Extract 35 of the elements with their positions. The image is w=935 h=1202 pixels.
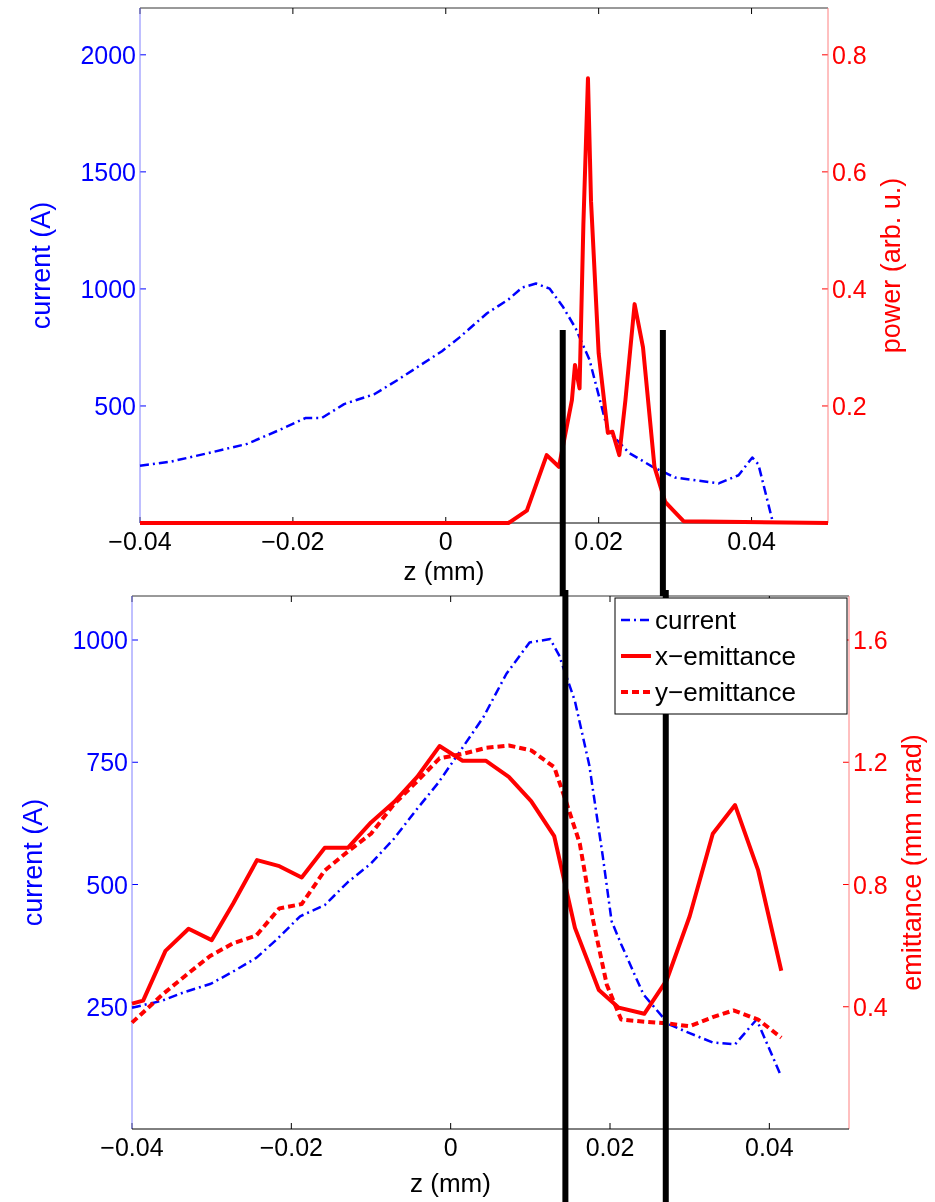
y-tick-label: 1000 (80, 274, 136, 303)
y2-axis-title: emittance (mm mrad) (897, 734, 927, 991)
y2-tick-label: 0.8 (832, 40, 867, 69)
x-tick-label: 0.04 (745, 1133, 794, 1161)
x-tick-label: 0.02 (585, 1133, 635, 1161)
y2-tick-label: 0.6 (832, 157, 867, 186)
x-tick-label: −0.04 (100, 1133, 164, 1161)
legend-label: y−emittance (655, 677, 796, 707)
y-axis-title: current (A) (18, 798, 48, 927)
y-tick-label: 500 (94, 391, 136, 420)
x-tick-label: 0.04 (727, 527, 776, 555)
y-tick-label: 750 (86, 748, 128, 777)
y2-tick-label: 0.4 (832, 274, 867, 303)
x-tick-label: 0 (438, 527, 453, 555)
x-tick-label: 0.02 (574, 527, 623, 555)
y2-axis-title: power (arb. u.) (876, 177, 906, 354)
legend-label: x−emittance (655, 641, 796, 671)
x-tick-label: −0.04 (108, 527, 172, 555)
y-tick-label: 2000 (80, 40, 136, 69)
y2-tick-label: 0.2 (832, 391, 867, 420)
y2-tick-label: 0.8 (853, 870, 888, 899)
y2-tick-label: 0.4 (853, 992, 888, 1021)
y-tick-label: 1500 (80, 157, 136, 186)
x-tick-label: 0 (443, 1133, 458, 1161)
x-tick-label: −0.02 (259, 1133, 323, 1161)
y-axis-title: current (A) (26, 201, 56, 330)
x-axis-title: z (mm) (403, 556, 485, 586)
x-axis-title: z (mm) (410, 1168, 491, 1198)
y2-tick-label: 1.6 (853, 626, 888, 655)
x-tick-label: −0.02 (261, 527, 325, 555)
legend-label: current (655, 605, 737, 635)
y2-tick-label: 1.2 (853, 748, 888, 777)
y-tick-label: 500 (86, 870, 128, 899)
y-tick-label: 250 (86, 992, 128, 1021)
y-tick-label: 1000 (72, 626, 128, 655)
